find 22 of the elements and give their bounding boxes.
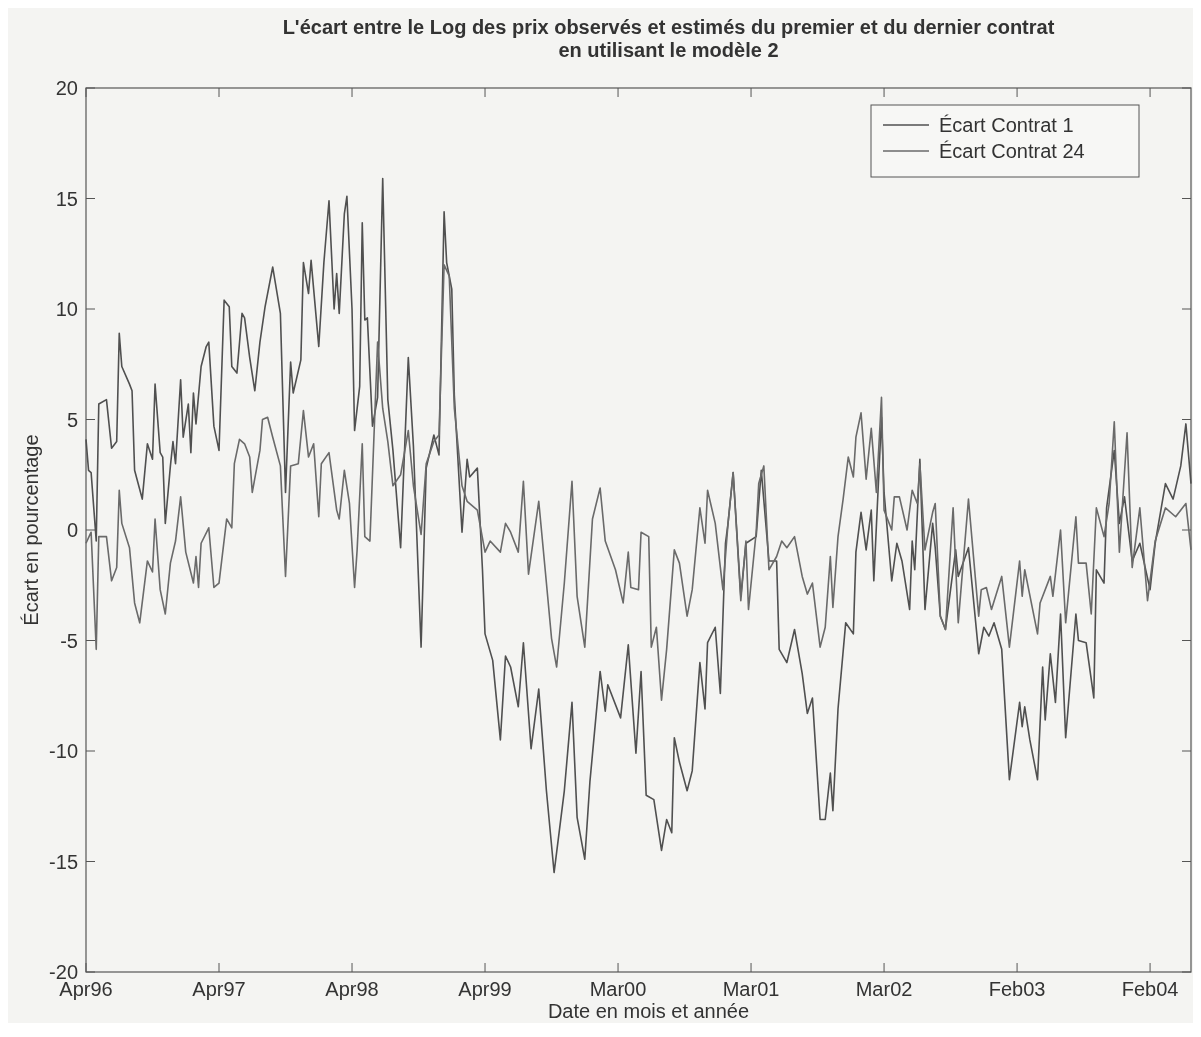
y-tick-label: 5 — [66, 408, 78, 431]
x-tick-label: Mar02 — [855, 978, 913, 1000]
legend-label: Écart Contrat 1 — [939, 114, 1074, 136]
legend-label: Écart Contrat 24 — [939, 140, 1085, 162]
x-tick-label: Apr99 — [458, 978, 512, 1000]
x-tick-label: Feb04 — [1121, 978, 1179, 1000]
x-tick-label: Mar00 — [589, 978, 647, 1000]
y-tick-label: 0 — [66, 519, 78, 541]
y-tick-label: -10 — [49, 740, 78, 762]
x-tick-label: Apr98 — [325, 978, 379, 1000]
y-tick-label: 20 — [55, 77, 78, 99]
y-tick-label: -5 — [60, 629, 78, 652]
y-axis-title: Écart en pourcentage — [20, 434, 42, 626]
y-tick-label: -15 — [49, 850, 78, 873]
line-series — [85, 264, 1192, 701]
chart-title: L'écart entre le Log des prix observés et estimés du premier et du dernier contrat en utilisant le modèle 2 — [282, 16, 1055, 61]
x-tick-label: Apr97 — [192, 978, 246, 1000]
x-tick-label: Mar01 — [722, 978, 780, 1000]
y-tick-label: 15 — [55, 187, 78, 210]
y-tick-label: 10 — [55, 298, 78, 320]
x-tick-label: Feb03 — [988, 978, 1046, 1000]
x-axis-title: Date en mois et année — [547, 1000, 750, 1022]
